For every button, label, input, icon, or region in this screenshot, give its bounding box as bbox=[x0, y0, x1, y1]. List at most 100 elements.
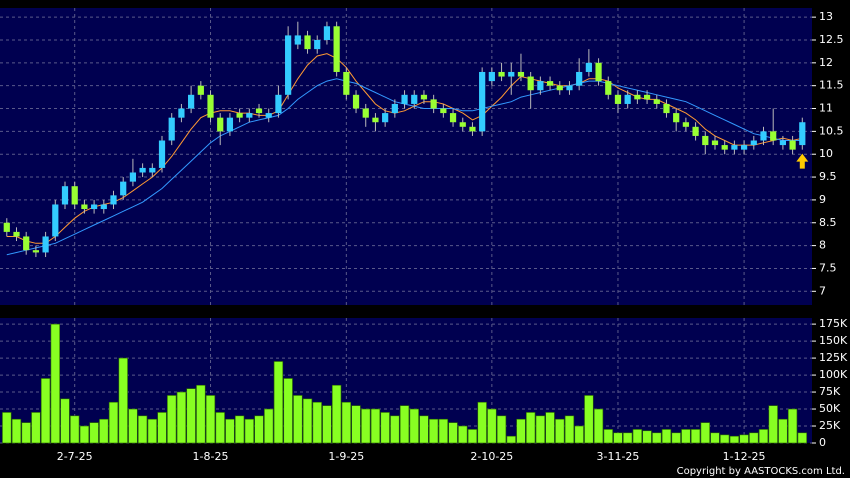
candle-body bbox=[178, 108, 185, 118]
volume-bar bbox=[205, 395, 216, 444]
volume-bar bbox=[176, 391, 187, 444]
volume-bar bbox=[147, 418, 157, 444]
volume-bar bbox=[380, 412, 390, 444]
candle-body bbox=[721, 145, 728, 150]
volume-bar bbox=[40, 378, 51, 444]
volume-bar bbox=[623, 432, 633, 444]
candle-body bbox=[362, 108, 369, 118]
volume-bar bbox=[351, 405, 361, 444]
volume-bar bbox=[312, 401, 322, 444]
y-tick-label: 150K bbox=[819, 334, 848, 347]
volume-bar bbox=[196, 384, 206, 444]
y-tick-label: 25K bbox=[819, 419, 841, 432]
y-tick-label: 12 bbox=[819, 56, 833, 69]
volume-bar bbox=[787, 408, 798, 444]
candle-body bbox=[61, 186, 69, 205]
candle-body bbox=[255, 108, 263, 114]
x-tick-label: 3-11-25 bbox=[597, 450, 640, 463]
candle-body bbox=[314, 39, 321, 50]
candle-body bbox=[799, 122, 806, 146]
candle-body bbox=[770, 131, 777, 141]
y-tick-label: 11 bbox=[819, 102, 833, 115]
candle-body bbox=[304, 35, 311, 50]
volume-bar bbox=[215, 412, 225, 444]
volume-bar bbox=[448, 422, 458, 444]
volume-bar bbox=[273, 361, 284, 444]
volume-bar bbox=[302, 398, 313, 444]
candle-body bbox=[323, 26, 331, 40]
y-tick-label: 10 bbox=[819, 147, 833, 160]
volume-bar bbox=[293, 395, 303, 444]
volume-bar bbox=[79, 425, 90, 444]
candle-body bbox=[537, 81, 544, 91]
candle-body bbox=[585, 62, 592, 72]
volume-bar bbox=[797, 432, 807, 444]
volume-bar bbox=[778, 418, 788, 444]
candle-body bbox=[285, 35, 292, 95]
volume-bar bbox=[652, 432, 662, 444]
candle-body bbox=[139, 167, 146, 173]
candle-body bbox=[275, 94, 282, 114]
candle-body bbox=[711, 140, 719, 146]
volume-bar bbox=[399, 405, 410, 444]
volume-bar bbox=[89, 422, 99, 444]
volume-bar bbox=[264, 408, 274, 444]
volume-bar bbox=[661, 429, 672, 444]
volume-bar bbox=[584, 395, 594, 444]
candle-body bbox=[614, 94, 622, 104]
volume-bar bbox=[186, 388, 196, 444]
volume-bar bbox=[50, 323, 60, 444]
candle-body bbox=[449, 113, 457, 123]
candle-body bbox=[624, 94, 631, 104]
candle-body bbox=[197, 85, 204, 95]
volume-bar bbox=[758, 429, 769, 444]
candle-body bbox=[488, 71, 495, 82]
y-tick-label: 12.5 bbox=[819, 33, 844, 46]
candle-body bbox=[343, 71, 350, 95]
x-tick-label: 1-8-25 bbox=[193, 450, 229, 463]
candle-body bbox=[566, 85, 573, 91]
volume-bar bbox=[428, 418, 439, 444]
candle-body bbox=[81, 204, 88, 210]
volume-bar bbox=[108, 401, 119, 444]
volume-bar bbox=[700, 422, 710, 444]
y-tick-label: 8.5 bbox=[819, 216, 837, 229]
volume-bar bbox=[254, 415, 264, 444]
price-panel bbox=[0, 8, 812, 305]
candle-body bbox=[333, 26, 340, 72]
x-tick-label: 1-9-25 bbox=[328, 450, 364, 463]
candle-body bbox=[207, 94, 214, 118]
candle-body bbox=[682, 122, 689, 127]
y-tick-label: 9 bbox=[819, 193, 826, 206]
volume-bar bbox=[555, 418, 565, 444]
candle-body bbox=[634, 94, 641, 100]
candle-body bbox=[779, 140, 787, 146]
candle-body bbox=[595, 62, 602, 82]
x-tick-label: 2-7-25 bbox=[57, 450, 93, 463]
volume-bar bbox=[739, 434, 749, 444]
y-tick-label: 100K bbox=[819, 368, 848, 381]
y-tick-label: 75K bbox=[819, 385, 841, 398]
candle-body bbox=[3, 222, 10, 232]
volume-bar bbox=[128, 408, 138, 444]
candle-body bbox=[420, 94, 428, 100]
y-tick-label: 13 bbox=[819, 10, 833, 23]
candle-body bbox=[188, 94, 195, 109]
volume-bar bbox=[671, 432, 681, 444]
volume-bar bbox=[477, 401, 487, 444]
y-tick-label: 125K bbox=[819, 351, 848, 364]
x-tick-label: 1-12-25 bbox=[723, 450, 766, 463]
candle-body bbox=[100, 204, 107, 210]
last-price-arrow bbox=[796, 153, 809, 169]
candle-body bbox=[120, 181, 127, 196]
candle-body bbox=[663, 103, 670, 114]
volume-bar bbox=[564, 415, 575, 444]
volume-bar bbox=[545, 412, 555, 444]
volume-bar bbox=[593, 408, 604, 444]
y-tick-label: 8 bbox=[819, 239, 826, 252]
volume-bar bbox=[710, 432, 720, 444]
candle-body bbox=[52, 204, 59, 237]
candle-body bbox=[71, 186, 78, 205]
